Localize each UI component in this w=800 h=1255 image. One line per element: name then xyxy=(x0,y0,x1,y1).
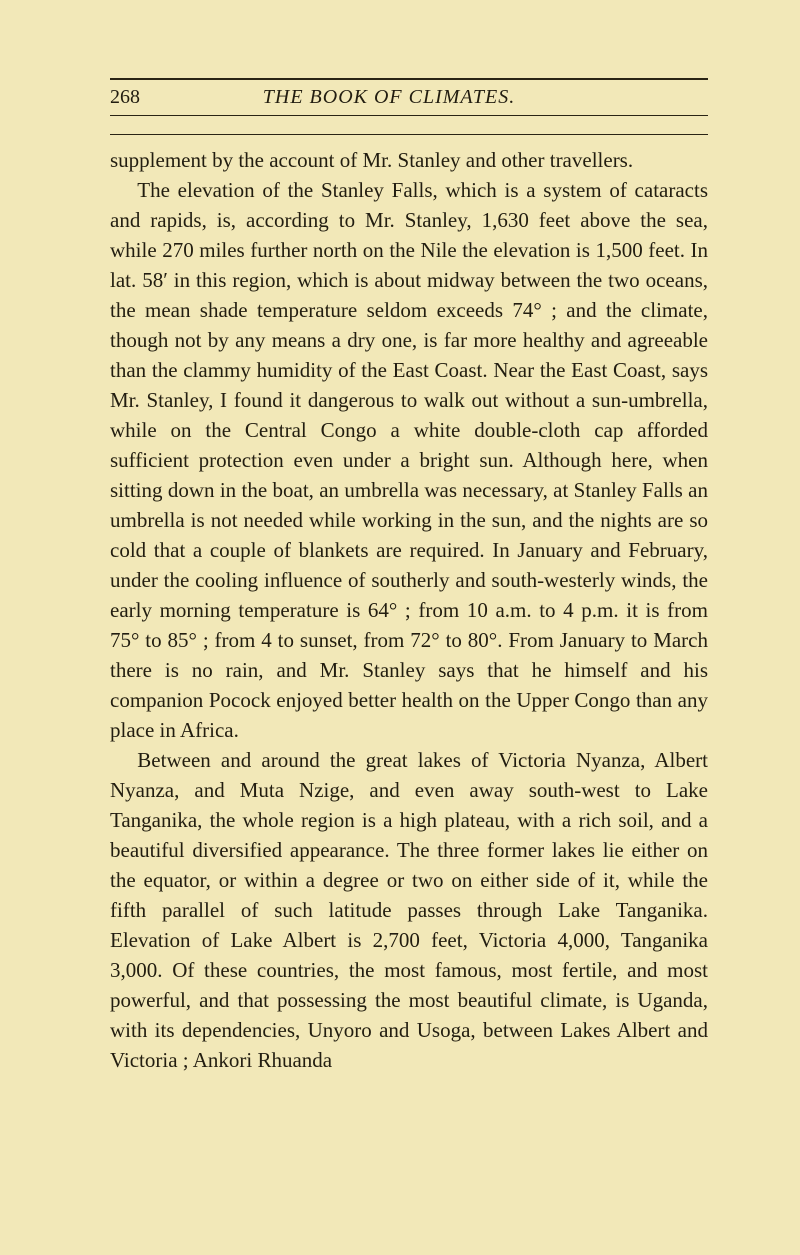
body-text: supplement by the account of Mr. Stanley… xyxy=(110,145,708,1075)
page: 268 THE BOOK OF CLIMATES. supplement by … xyxy=(0,0,800,1255)
running-title: THE BOOK OF CLIMATES. xyxy=(100,86,678,109)
paragraph-2: The elevation of the Stanley Falls, whic… xyxy=(110,175,708,745)
paragraph-3: Between and around the great lakes of Vi… xyxy=(110,745,708,1075)
top-rule xyxy=(110,78,708,80)
paragraph-1: supplement by the account of Mr. Stanley… xyxy=(110,145,708,175)
header-rule-2 xyxy=(110,134,708,135)
header-rule xyxy=(110,115,708,116)
page-header: 268 THE BOOK OF CLIMATES. xyxy=(110,84,708,113)
